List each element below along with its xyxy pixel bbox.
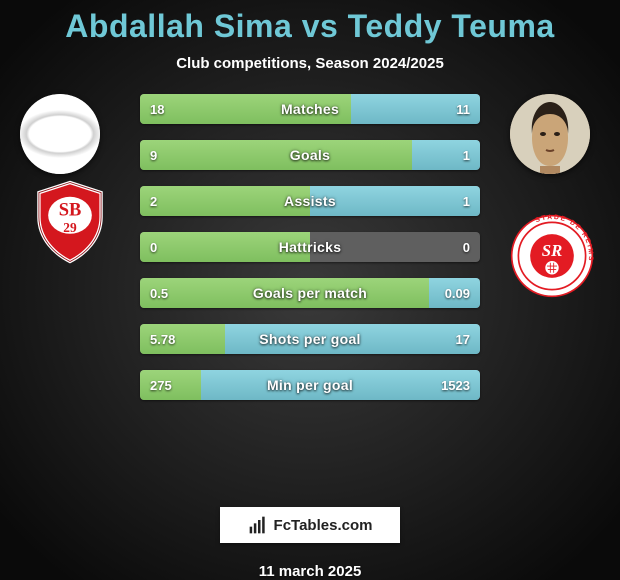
subtitle: Club competitions, Season 2024/2025	[176, 55, 444, 72]
page-title: Abdallah Sima vs Teddy Teuma	[65, 8, 554, 45]
player-left-avatar	[20, 94, 100, 174]
stat-label: Goals per match	[140, 278, 480, 308]
stat-label: Shots per goal	[140, 324, 480, 354]
stat-row: 2751523Min per goal	[140, 370, 480, 400]
date-text: 11 march 2025	[259, 563, 362, 580]
stat-row: 00Hattricks	[140, 232, 480, 262]
content-wrapper: Abdallah Sima vs Teddy Teuma Club compet…	[0, 0, 620, 580]
player-right-avatar	[510, 94, 590, 174]
stat-row: 1811Matches	[140, 94, 480, 124]
stat-label: Hattricks	[140, 232, 480, 262]
stats-list: 1811Matches 91Goals 21Assists 00Hattricks 0.…	[140, 94, 480, 400]
player-left-club-badge: SB 29	[28, 180, 112, 264]
shield-badge-icon: SB 29	[28, 180, 112, 264]
stat-row: 91Goals	[140, 140, 480, 170]
chart-icon	[248, 515, 268, 535]
badge-right-center-text: SR	[542, 241, 563, 260]
stat-row: 0.50.09Goals per match	[140, 278, 480, 308]
stat-row: 21Assists	[140, 186, 480, 216]
stat-label: Min per goal	[140, 370, 480, 400]
brand-badge: FcTables.com	[220, 507, 400, 543]
brand-text: FcTables.com	[274, 517, 373, 534]
placeholder-avatar-icon	[20, 94, 100, 174]
badge-left-subtext: 29	[63, 220, 77, 235]
player-right-club-badge: STADE DE REIMS SR	[510, 214, 594, 298]
stat-label: Goals	[140, 140, 480, 170]
stat-label: Assists	[140, 186, 480, 216]
player-face-icon	[510, 94, 590, 174]
comparison-zone: SB 29	[0, 94, 620, 495]
stat-label: Matches	[140, 94, 480, 124]
stat-row: 5.7817Shots per goal	[140, 324, 480, 354]
circle-badge-icon: STADE DE REIMS SR	[510, 214, 594, 298]
badge-left-text: SB	[59, 199, 82, 219]
